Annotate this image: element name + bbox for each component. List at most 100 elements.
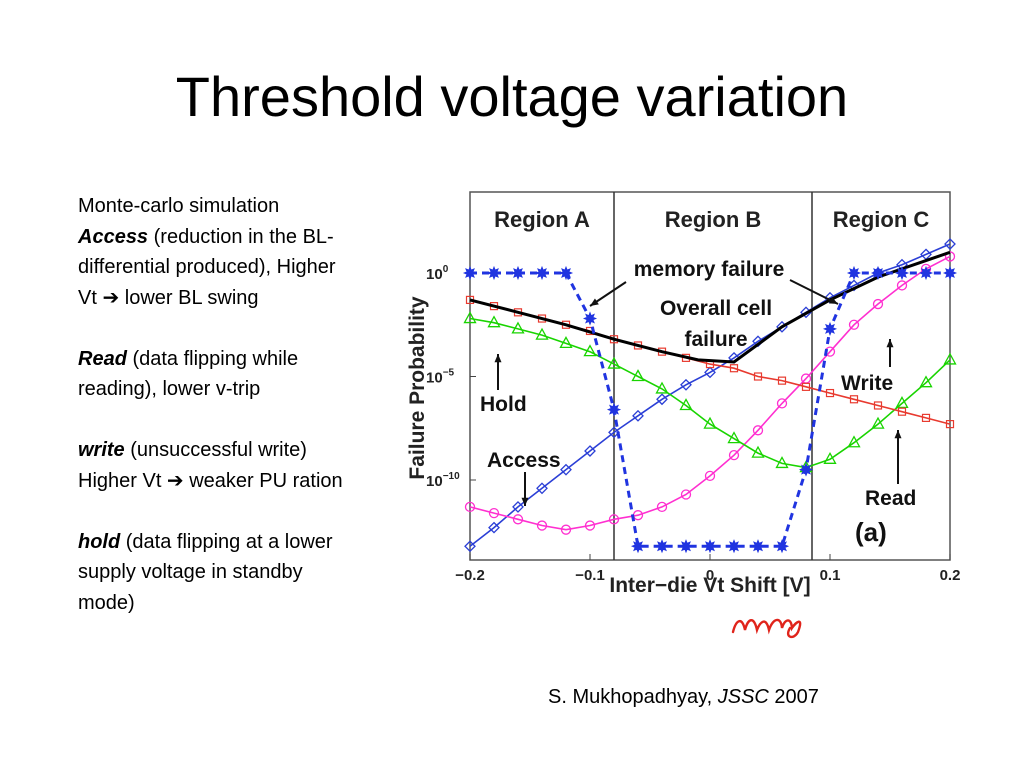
citation-author: S. Mukhopadhyay,	[548, 686, 718, 708]
data-point-read	[753, 372, 763, 381]
data-point-memory-failure	[846, 265, 862, 281]
data-point-hold	[463, 311, 477, 324]
data-point-memory-failure	[774, 539, 790, 554]
data-point-memory-failure	[678, 539, 694, 554]
data-point-hold	[847, 435, 861, 448]
data-point-read	[825, 388, 835, 398]
data-point-memory-failure	[630, 539, 646, 554]
data-point-write	[776, 398, 788, 409]
data-point-write	[680, 489, 692, 500]
y-tick-label: 10−10	[426, 471, 460, 490]
data-point-write	[488, 507, 500, 519]
data-point-access	[464, 540, 476, 553]
data-point-hold	[583, 344, 597, 357]
data-point-hold	[655, 381, 669, 394]
annotation-hold: Hold	[480, 393, 527, 416]
annotation-overall-failure-line2: failure	[684, 328, 747, 351]
data-point-access	[608, 426, 620, 439]
data-point-write	[560, 524, 572, 535]
y-tick-label: 100	[426, 264, 449, 283]
arrow-memory-failure-left-head	[590, 298, 599, 306]
hold-note: hold (data flipping at a lower supply vo…	[78, 527, 358, 619]
data-point-memory-failure	[582, 311, 598, 326]
data-point-write	[464, 501, 476, 513]
citation-journal: JSSC	[717, 686, 769, 708]
hold-term: hold	[78, 530, 121, 553]
data-point-memory-failure	[822, 321, 838, 337]
failure-probability-chart: Region A Region B Region C −0.2 −0.1 0 0.1 0.2 1…	[406, 191, 961, 639]
data-point-hold	[631, 369, 645, 382]
arrow-write-head	[886, 339, 894, 348]
region-label-2: Region B	[665, 207, 762, 232]
data-point-memory-failure	[918, 265, 934, 281]
annotation-access: Access	[487, 449, 561, 472]
region-label-1: Region A	[494, 207, 590, 232]
data-point-access	[704, 366, 716, 379]
data-point-memory-failure	[654, 539, 670, 554]
data-point-access	[488, 521, 500, 534]
data-point-read	[873, 401, 883, 410]
data-point-memory-failure	[750, 539, 766, 554]
annotation-overall-failure-line1: Overall cell	[660, 297, 772, 320]
annotation-write: Write	[841, 372, 893, 395]
read-note: Read (data flipping while reading), lowe…	[78, 344, 358, 405]
arrow-hold-head	[494, 354, 502, 363]
data-point-write	[512, 514, 524, 525]
data-point-write	[944, 251, 956, 262]
x-axis-label: Inter−die Vt Shift [V]	[609, 574, 810, 597]
data-point-memory-failure	[942, 265, 958, 281]
series-line-access	[469, 243, 951, 547]
data-point-write	[848, 319, 860, 330]
y-axis-label: Failure Probability	[406, 296, 429, 480]
data-point-access	[752, 335, 764, 348]
data-point-access	[656, 393, 668, 406]
data-point-memory-failure	[726, 539, 742, 554]
data-point-read	[777, 376, 787, 385]
x-tick-label: 0.1	[820, 567, 841, 584]
data-point-access	[944, 238, 956, 250]
data-point-hold	[679, 398, 693, 411]
handwritten-signature	[731, 618, 802, 639]
series-line-write	[469, 255, 951, 531]
data-point-write	[584, 520, 596, 531]
x-tick-label: −0.1	[575, 567, 605, 584]
annotation-memory-failure: memory failure	[634, 258, 785, 281]
x-tick-label: 0.2	[940, 567, 961, 584]
data-point-hold	[487, 315, 501, 328]
data-point-hold	[751, 445, 765, 458]
data-point-memory-failure	[510, 265, 526, 281]
read-description: (data flipping while reading), lower v-t…	[78, 347, 299, 401]
notes-text: Monte-carlo simulation Access (reduction…	[78, 191, 358, 618]
arrow-read-head	[894, 430, 902, 439]
intro-line: Monte-carlo simulation	[78, 195, 280, 217]
access-term: Access	[78, 225, 149, 248]
data-point-memory-failure	[462, 265, 478, 281]
data-point-write	[896, 280, 908, 291]
x-tick-label: −0.2	[455, 567, 485, 584]
data-point-hold	[895, 396, 909, 409]
data-point-access	[584, 445, 596, 457]
data-point-read	[801, 382, 811, 391]
data-point-hold	[919, 375, 933, 388]
data-point-memory-failure	[558, 265, 574, 281]
data-point-memory-failure	[486, 265, 502, 281]
data-point-write	[536, 520, 548, 531]
data-point-memory-failure	[702, 539, 718, 554]
data-point-access	[536, 482, 548, 495]
data-point-access	[512, 500, 524, 513]
slide-title: Threshold voltage variation	[175, 65, 849, 128]
data-point-hold	[607, 356, 621, 369]
data-point-access	[680, 378, 692, 391]
panel-label: (a)	[855, 517, 887, 547]
data-point-write	[608, 514, 620, 525]
data-point-read	[897, 407, 907, 416]
series-line-hold	[469, 317, 951, 469]
access-note: Access (reduction in the BL-differential…	[78, 222, 358, 314]
data-point-memory-failure	[534, 265, 550, 281]
data-point-hold	[823, 451, 837, 464]
x-tick-label: 0	[706, 567, 714, 584]
data-point-write	[704, 470, 716, 482]
region-label-3: Region C	[833, 207, 930, 232]
write-term: write	[78, 439, 125, 461]
write-note: write (unsuccessful write) Higher Vt ➔ w…	[78, 435, 358, 496]
